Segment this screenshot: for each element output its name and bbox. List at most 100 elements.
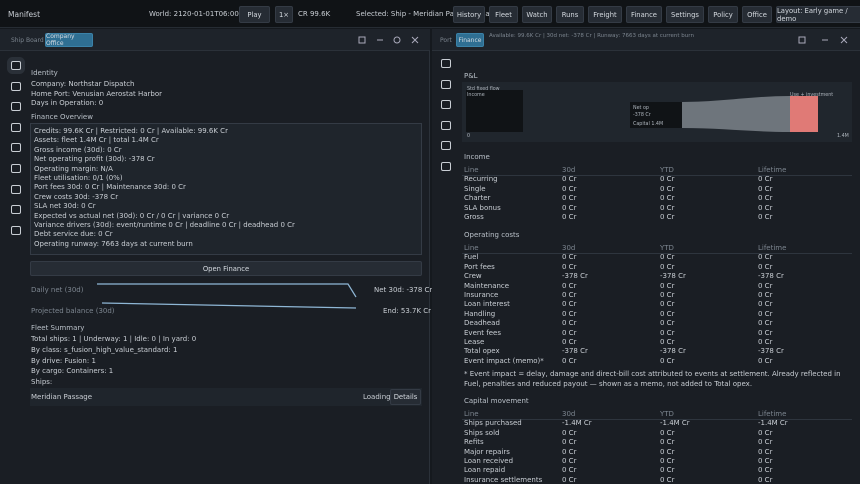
header-rule bbox=[462, 174, 852, 176]
nav-button[interactable]: Finance bbox=[626, 6, 662, 23]
text-line: SLA net 30d: 0 Cr bbox=[34, 202, 96, 211]
table-cell: 0 Cr bbox=[758, 475, 773, 484]
tab-active[interactable]: Company Office bbox=[45, 33, 93, 47]
table-cell: 0 Cr bbox=[758, 203, 773, 212]
table-cell: 0 Cr bbox=[660, 194, 675, 203]
text-line: Fleet utilisation: 0/1 (0%) bbox=[34, 174, 123, 182]
reset-icon[interactable] bbox=[393, 36, 401, 44]
ship-name: Meridian Passage bbox=[31, 393, 93, 401]
selection: Selected: Ship - Meridian Passage (loadi… bbox=[356, 10, 508, 18]
table-cell: Event fees bbox=[464, 328, 502, 337]
table-cell: 0 Cr bbox=[660, 475, 675, 484]
table-cell: 0 Cr bbox=[758, 466, 773, 475]
tab[interactable]: Port bbox=[440, 37, 452, 44]
spark-label: Daily net (30d) bbox=[31, 286, 84, 294]
sidebar-icon[interactable] bbox=[11, 184, 21, 194]
table-cell: Loan repaid bbox=[464, 466, 506, 475]
table-cell: 0 Cr bbox=[660, 438, 675, 447]
details-button[interactable]: Details bbox=[390, 389, 421, 405]
table-cell: Charter bbox=[464, 194, 491, 203]
button-label: Finance bbox=[630, 10, 657, 19]
sidebar-icon[interactable] bbox=[11, 102, 21, 112]
speed-button[interactable]: 1× bbox=[275, 6, 293, 23]
sankey-label: Std fixed flow bbox=[467, 87, 500, 92]
table-cell: Crew bbox=[464, 272, 482, 281]
close-icon[interactable] bbox=[411, 36, 419, 44]
table-cell: 0 Cr bbox=[562, 356, 577, 365]
table-cell: -378 Cr bbox=[758, 347, 784, 356]
sidebar-icon[interactable] bbox=[441, 120, 451, 130]
tab[interactable]: Ship Board bbox=[11, 37, 44, 44]
table-cell: 0 Cr bbox=[758, 356, 773, 365]
nav-button[interactable]: Office bbox=[742, 6, 772, 23]
note: * Event impact = delay, damage and direc… bbox=[464, 370, 841, 389]
text-line: Credits: 99.6K Cr | Restricted: 0 Cr | A… bbox=[34, 127, 228, 135]
column-header: YTD bbox=[660, 244, 674, 252]
nav-button[interactable]: Runs bbox=[556, 6, 584, 23]
nav-button[interactable]: Settings bbox=[666, 6, 704, 23]
nav-button[interactable]: Watch bbox=[522, 6, 552, 23]
table-cell: 0 Cr bbox=[562, 213, 577, 221]
sidebar-icon[interactable] bbox=[11, 143, 21, 153]
sidebar-icon[interactable] bbox=[11, 225, 21, 235]
sankey-node bbox=[466, 90, 523, 132]
text-line: Debt service due: 0 Cr bbox=[34, 230, 113, 239]
sankey-label: Net op bbox=[633, 106, 649, 111]
grid-icon[interactable] bbox=[798, 36, 806, 44]
section-heading: Identity bbox=[31, 69, 58, 77]
nav-button[interactable]: Freight bbox=[588, 6, 622, 23]
sidebar-icon[interactable] bbox=[441, 100, 451, 110]
nav-button[interactable]: Policy bbox=[708, 6, 738, 23]
window-controls bbox=[798, 36, 848, 44]
table-cell: Major repairs bbox=[464, 447, 510, 456]
close-icon[interactable] bbox=[840, 36, 848, 44]
table-cell: Event impact (memo)* bbox=[464, 356, 544, 365]
sankey-flow bbox=[682, 96, 790, 132]
table-cell: Maintenance bbox=[464, 281, 510, 290]
text-line: Net operating profit (30d): -378 Cr bbox=[34, 155, 155, 164]
table-cell: 0 Cr bbox=[660, 291, 675, 299]
table-cell: 0 Cr bbox=[562, 203, 577, 212]
sidebar-icon[interactable] bbox=[441, 79, 451, 89]
open-finance-button[interactable]: Open Finance bbox=[30, 261, 422, 276]
sidebar-icon[interactable] bbox=[441, 162, 451, 171]
table-cell: 0 Cr bbox=[562, 262, 577, 271]
tab-active[interactable]: Finance bbox=[456, 33, 484, 47]
sidebar-icon[interactable] bbox=[11, 164, 21, 173]
sidebar-icon[interactable] bbox=[11, 122, 21, 132]
sankey-label: Income bbox=[467, 93, 485, 98]
button-label: Settings bbox=[671, 10, 699, 19]
nav-button[interactable]: Layout: Early game / demo bbox=[776, 6, 860, 23]
table-cell: Insurance settlements bbox=[464, 475, 543, 484]
table-cell: 0 Cr bbox=[660, 457, 675, 465]
ship-row[interactable] bbox=[30, 388, 422, 406]
nav-button[interactable]: Fleet bbox=[489, 6, 518, 23]
nav-button[interactable]: History bbox=[453, 6, 485, 23]
play-button[interactable]: Play bbox=[239, 6, 270, 23]
column-header: YTD bbox=[660, 166, 674, 174]
table-cell: 0 Cr bbox=[660, 428, 675, 437]
table-cell: 0 Cr bbox=[660, 356, 675, 365]
sidebar-icon[interactable] bbox=[11, 205, 21, 215]
grid-icon[interactable] bbox=[358, 36, 366, 44]
button-label: Open Finance bbox=[202, 264, 250, 273]
table-cell: 0 Cr bbox=[562, 447, 577, 456]
table-cell: 0 Cr bbox=[758, 194, 773, 203]
sankey bbox=[462, 82, 852, 142]
button-label: Freight bbox=[593, 10, 617, 19]
table-cell: 0 Cr bbox=[562, 475, 577, 484]
text-line: Operating runway: 7663 days at current b… bbox=[34, 239, 193, 248]
sidebar-icon[interactable] bbox=[11, 81, 21, 91]
sidebar-icon[interactable] bbox=[441, 141, 451, 151]
ship-status: Loading bbox=[363, 393, 391, 401]
tab-label: Company Office bbox=[46, 33, 75, 47]
column-header: YTD bbox=[660, 410, 674, 418]
header-rule bbox=[462, 418, 852, 420]
sidebar-icon[interactable] bbox=[11, 61, 21, 70]
sidebar-icon[interactable] bbox=[441, 59, 451, 68]
table-cell: 0 Cr bbox=[758, 338, 773, 346]
table-cell: 0 Cr bbox=[758, 281, 773, 290]
section-heading: Income bbox=[464, 153, 490, 161]
table-cell: 0 Cr bbox=[660, 328, 675, 337]
table-cell: -378 Cr bbox=[660, 347, 686, 356]
